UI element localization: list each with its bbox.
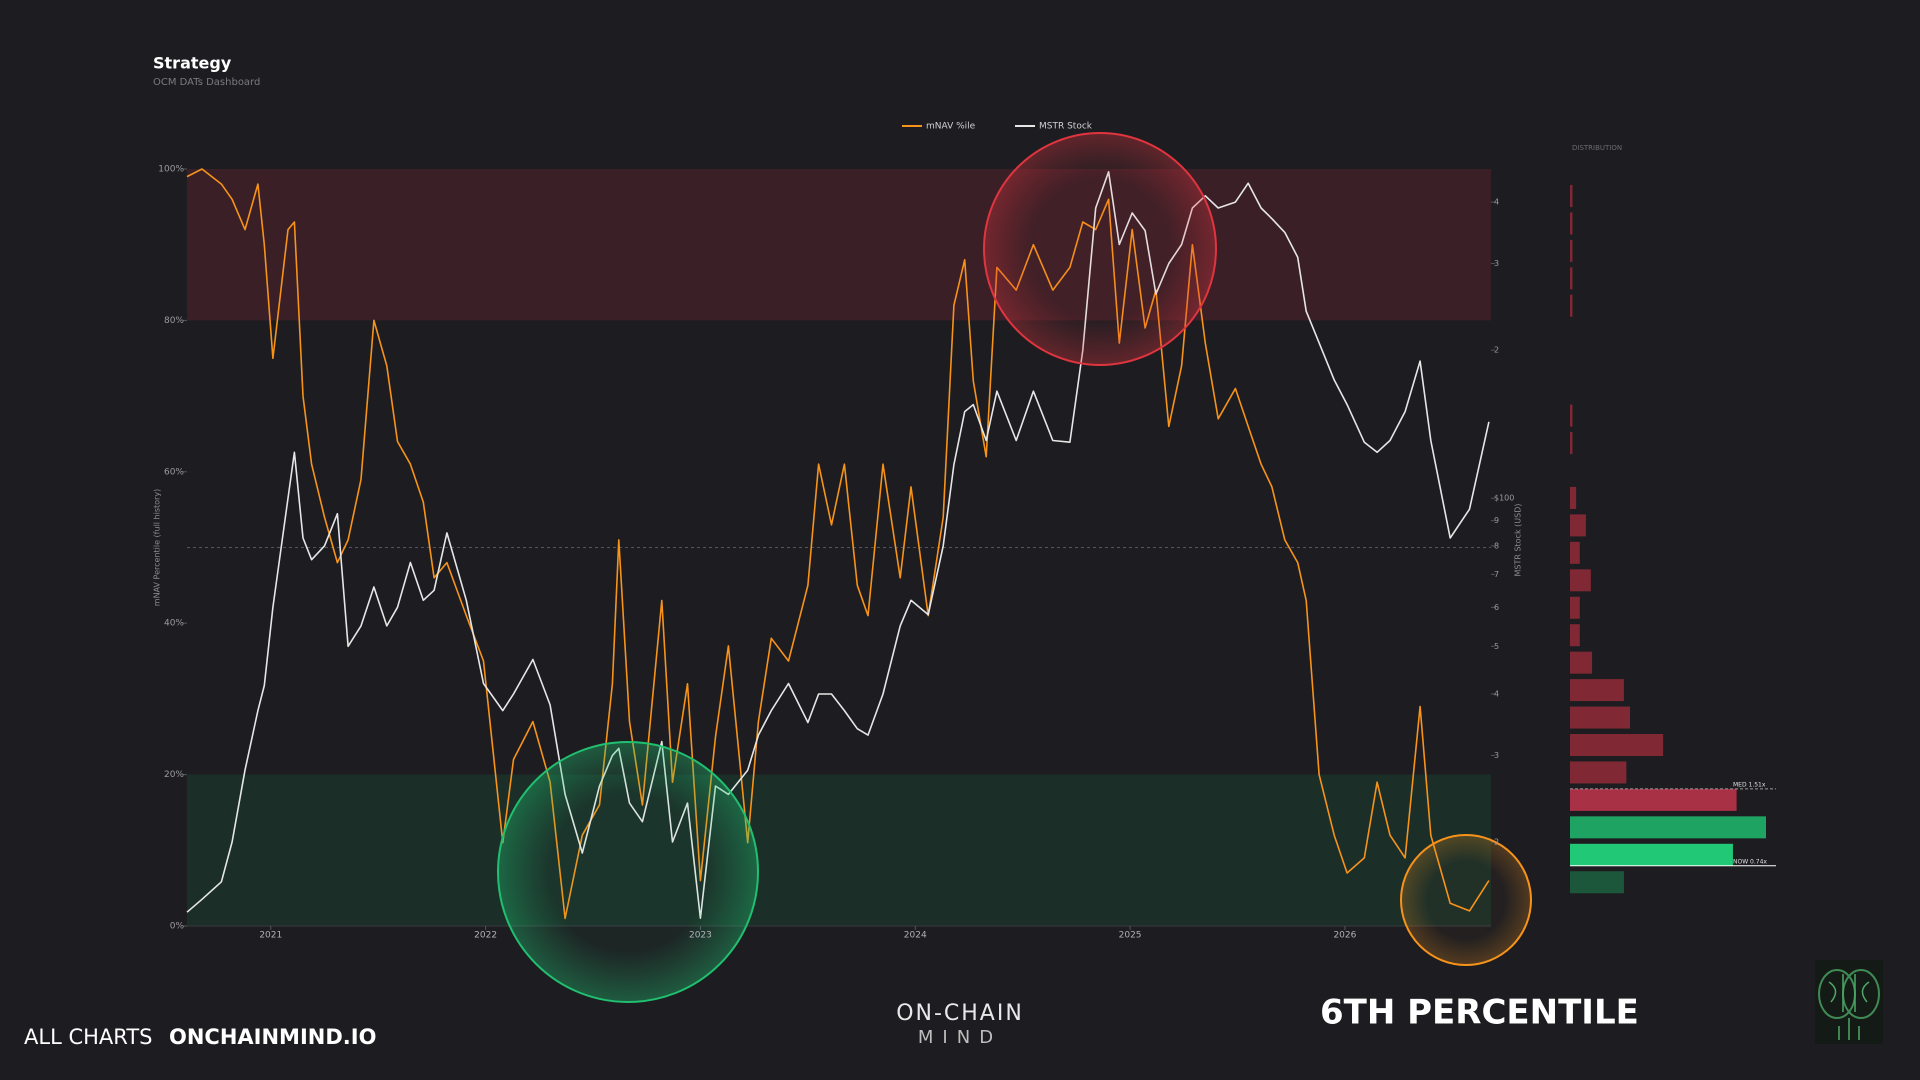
distribution-bar <box>1570 432 1573 455</box>
distribution-label: NOW 0.74x <box>1733 858 1767 865</box>
distribution-bar <box>1570 871 1624 894</box>
logo-lines <box>1828 974 1870 1040</box>
y-axis-title: mNAV Percentile (full history) <box>153 489 162 606</box>
x-tick-label: 2024 <box>904 931 927 941</box>
y2-tick-label: 2 <box>1494 346 1499 355</box>
footer-link[interactable]: ALL CHARTS <box>24 1025 152 1049</box>
distribution-bar <box>1570 267 1573 290</box>
footer-link[interactable]: ONCHAINMIND.IO <box>169 1025 376 1049</box>
subtitle: OCM DATs Dashboard <box>153 77 260 88</box>
x-tick-label: 2026 <box>1333 931 1356 941</box>
distribution-bar <box>1570 624 1580 647</box>
distribution-bar <box>1570 185 1573 207</box>
zone-band <box>187 774 1491 926</box>
brain-logo <box>1815 960 1883 1044</box>
distribution-label: MED 1.51x <box>1733 781 1766 788</box>
distribution-bar <box>1570 843 1733 866</box>
y2-tick-label: 9 <box>1494 516 1499 525</box>
brand-name: MIND <box>918 1027 1002 1048</box>
distribution-title: DISTRIBUTION <box>1572 144 1622 152</box>
highlight-circle <box>497 741 759 1003</box>
brand-name: ON-CHAIN <box>896 1001 1024 1026</box>
series-line <box>186 171 1490 919</box>
y2-tick-label: 3 <box>1494 259 1499 268</box>
distribution-bar <box>1570 514 1586 537</box>
distribution-bar <box>1570 679 1624 702</box>
x-tick-label: 2023 <box>689 931 712 941</box>
y-tick-label: 20% <box>164 770 184 780</box>
y2-tick-label: 6 <box>1494 603 1499 612</box>
distribution-bar <box>1570 706 1631 729</box>
y2-tick-label: $100 <box>1494 494 1514 503</box>
distribution-bar <box>1570 404 1573 427</box>
distribution-bar <box>1570 569 1591 592</box>
distribution-bar <box>1570 541 1580 564</box>
x-tick-label: 2022 <box>474 931 497 941</box>
zone-band <box>187 169 1491 321</box>
distribution-bar <box>1570 734 1664 756</box>
legend-label: MSTR Stock <box>1039 122 1093 132</box>
distribution-bar <box>1570 596 1580 619</box>
legend-label: mNAV %ile <box>926 122 976 132</box>
title: Strategy <box>153 54 232 73</box>
plot <box>186 168 1490 920</box>
y2-tick-label: 3 <box>1494 751 1499 760</box>
distribution-bar <box>1570 294 1573 317</box>
highlight-circle <box>983 132 1217 366</box>
y2-tick-label: 7 <box>1494 570 1499 579</box>
distribution-bar <box>1570 651 1593 674</box>
y-tick-label: 40% <box>164 619 184 629</box>
y2-tick-label: 8 <box>1494 541 1499 550</box>
x-tick-label: 2021 <box>259 931 282 941</box>
series-line <box>186 168 1490 920</box>
y2-tick-label: 4 <box>1494 198 1499 207</box>
distribution-bar <box>1570 761 1627 784</box>
distribution-bar <box>1570 239 1573 262</box>
distribution-bar <box>1570 816 1766 839</box>
y-tick-label: 0% <box>170 922 185 932</box>
y2-tick-label: 2 <box>1494 838 1499 847</box>
y-tick-label: 100% <box>158 165 184 175</box>
y-tick-label: 60% <box>164 467 184 477</box>
highlight-circle <box>1400 834 1532 966</box>
y2-tick-label: 4 <box>1494 689 1499 698</box>
distribution-bar <box>1570 212 1573 235</box>
y2-tick-label: 5 <box>1494 642 1499 651</box>
y-tick-label: 80% <box>164 316 184 326</box>
y2-axis-title: MSTR Stock (USD) <box>1514 504 1523 577</box>
distribution-bar <box>1570 788 1737 811</box>
x-tick-label: 2025 <box>1119 931 1142 941</box>
callout: 6TH PERCENTILE <box>1320 993 1639 1033</box>
bands <box>183 168 1495 930</box>
distribution-bar <box>1570 486 1577 509</box>
